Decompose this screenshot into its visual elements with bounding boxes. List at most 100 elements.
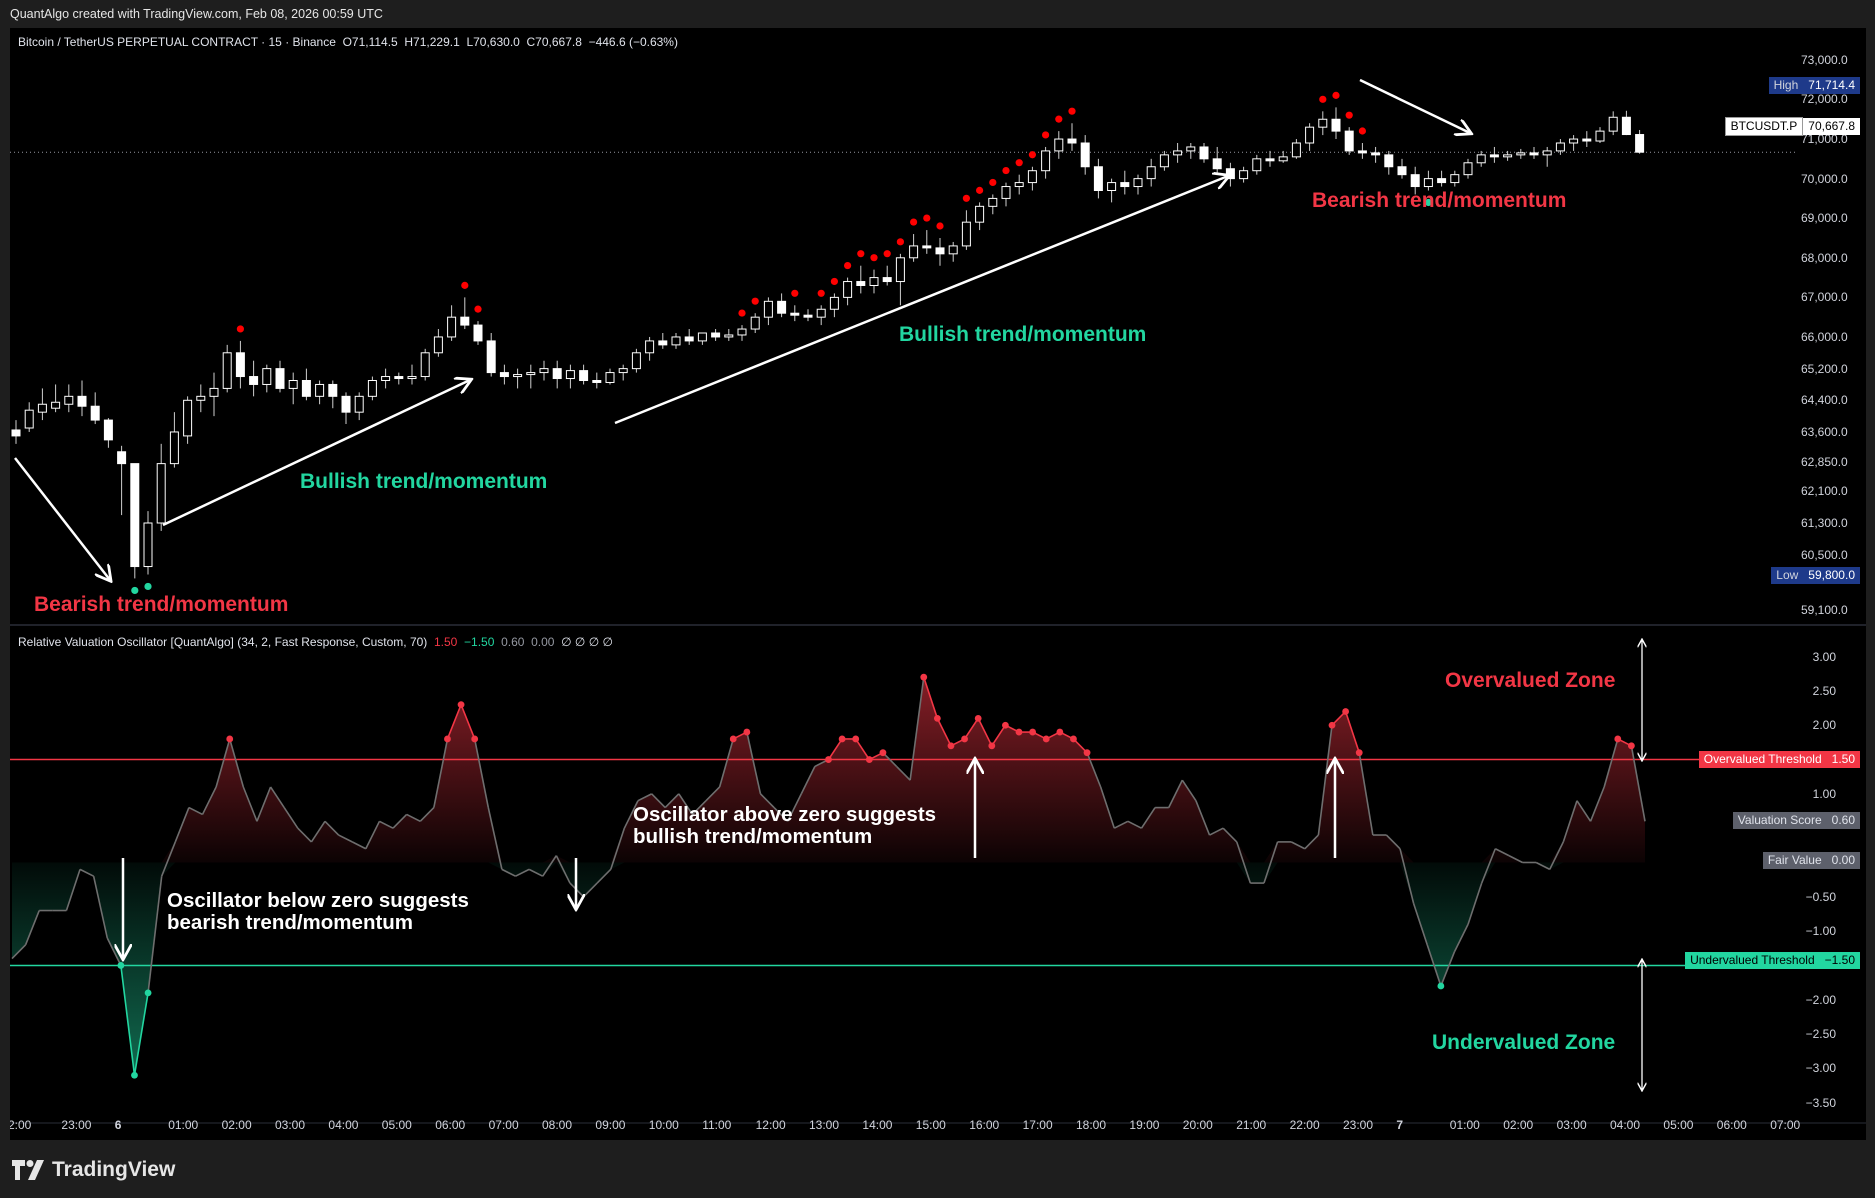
candle <box>1423 170 1433 191</box>
oscillator-legend[interactable]: Relative Valuation Oscillator [QuantAlgo… <box>18 635 613 649</box>
candle-body <box>486 340 496 374</box>
time-tick: 01:00 <box>1449 1118 1480 1132</box>
annotation-overvalued-zone: Overvalued Zone <box>1445 669 1616 692</box>
candle-body <box>169 431 179 465</box>
candle <box>394 372 404 385</box>
brand-name: TradingView <box>52 1158 176 1181</box>
chart-canvas[interactable] <box>10 28 1866 1140</box>
candle <box>1159 150 1169 171</box>
overvalued-signal-dot <box>844 261 852 270</box>
oscillator-segment <box>555 855 571 884</box>
candle <box>565 364 575 389</box>
candle <box>1067 123 1077 151</box>
candle <box>1252 154 1262 175</box>
candle <box>1001 182 1011 207</box>
time-tick: 03:00 <box>275 1118 306 1132</box>
osc-value-score: 0.60 <box>501 635 525 649</box>
time-tick: 18:00 <box>1076 1118 1107 1132</box>
candle <box>1080 135 1090 175</box>
candle-body <box>1159 154 1169 168</box>
candle <box>1397 158 1407 179</box>
candle-body <box>1107 182 1117 191</box>
symbol-tag: BTCUSDT.P <box>1724 117 1804 136</box>
fair-value-label: Fair Value <box>1762 852 1827 869</box>
time-tick: 02:00 <box>221 1118 252 1132</box>
candle-body <box>143 522 153 568</box>
oscillator-overvalued-point <box>852 735 860 743</box>
candle-body <box>1371 152 1381 156</box>
undervalued-signal-dot <box>1424 198 1432 207</box>
time-tick: 06:00 <box>435 1118 466 1132</box>
oscillator-overvalued-point <box>1083 749 1091 757</box>
price-tick: 66,000.0 <box>1801 329 1848 344</box>
oscillator-overvalued-point <box>933 714 941 722</box>
ohlc-close: C70,667.8 <box>526 35 582 49</box>
oscillator-segment <box>718 738 735 788</box>
candle-body <box>301 380 311 397</box>
candle <box>196 384 206 413</box>
last-price-badge: BTCUSDT.P 70,667.8 <box>1724 117 1860 136</box>
candle-body <box>1384 154 1394 168</box>
oscillator-segment <box>338 834 353 843</box>
candle <box>1212 146 1222 175</box>
candle-body <box>1027 170 1037 184</box>
candle <box>222 344 232 393</box>
candle <box>328 380 338 409</box>
candle <box>975 202 985 231</box>
candle <box>737 325 747 341</box>
oscillator-segment <box>528 868 544 877</box>
oscillator-overvalued-point <box>1002 721 1009 729</box>
low-value: 59,800.0 <box>1803 567 1860 584</box>
candle-body <box>961 221 971 247</box>
symbol-legend[interactable]: Bitcoin / TetherUS PERPETUAL CONTRACT · … <box>18 35 678 49</box>
undervalued-signal-dot <box>131 586 139 595</box>
oscillator-segment <box>406 813 421 823</box>
oscillator-segment <box>1412 903 1429 946</box>
overvalued-signal-dot <box>1358 127 1366 135</box>
time-tick: 16:00 <box>969 1118 1000 1132</box>
candle <box>1291 139 1301 159</box>
oscillator-tick: −3.00 <box>1805 1061 1836 1076</box>
ohlc-high: H71,229.1 <box>404 35 460 49</box>
candle <box>631 348 641 373</box>
time-tick: 21:00 <box>1236 1118 1267 1132</box>
oscillator-segment <box>1467 882 1483 925</box>
time-tick: 05:00 <box>1663 1118 1694 1132</box>
oscillator-segment <box>1304 834 1319 850</box>
oscillator-segment <box>1344 711 1360 753</box>
oscillator-segment <box>1549 841 1565 870</box>
candle <box>513 368 523 389</box>
candle <box>447 305 457 341</box>
candle <box>169 412 179 468</box>
candle-body <box>711 332 721 338</box>
annotation-bullish-2: Bullish trend/momentum <box>899 323 1147 346</box>
undervalued-threshold-badge: Undervalued Threshold −1.50 <box>1685 952 1860 969</box>
oscillator-overvalued-point <box>1328 721 1336 729</box>
arrow-bullish-1 <box>162 380 470 527</box>
overvalued-signal-dot <box>976 186 984 194</box>
oscillator-overvalued-point <box>865 756 873 763</box>
valuation-score-value: 0.60 <box>1826 812 1860 829</box>
candle <box>235 340 245 389</box>
overvalued-signal-dot <box>830 277 839 286</box>
candle-body <box>24 409 34 429</box>
tradingview-logo[interactable]: TradingView <box>12 1158 175 1182</box>
candle-body <box>1635 134 1645 153</box>
candle-body <box>315 383 325 397</box>
candle <box>803 309 813 322</box>
candles <box>11 91 1645 595</box>
oscillator-segment <box>1589 786 1605 822</box>
oscillator-segment <box>1195 800 1211 836</box>
candle-body <box>882 277 892 283</box>
oscillator-overvalued-point <box>1056 728 1064 736</box>
candle-body <box>1555 142 1565 152</box>
price-tick: 61,300.0 <box>1801 516 1848 530</box>
candle <box>526 364 536 389</box>
candle-body <box>975 205 985 223</box>
chart-frame[interactable]: Bitcoin / TetherUS PERPETUAL CONTRACT · … <box>10 28 1866 1140</box>
candle-body <box>869 277 879 286</box>
price-tick: 60,500.0 <box>1801 547 1848 562</box>
low-label: Low <box>1771 567 1804 584</box>
overvalued-signal-dot <box>236 325 244 333</box>
candle <box>460 297 470 330</box>
